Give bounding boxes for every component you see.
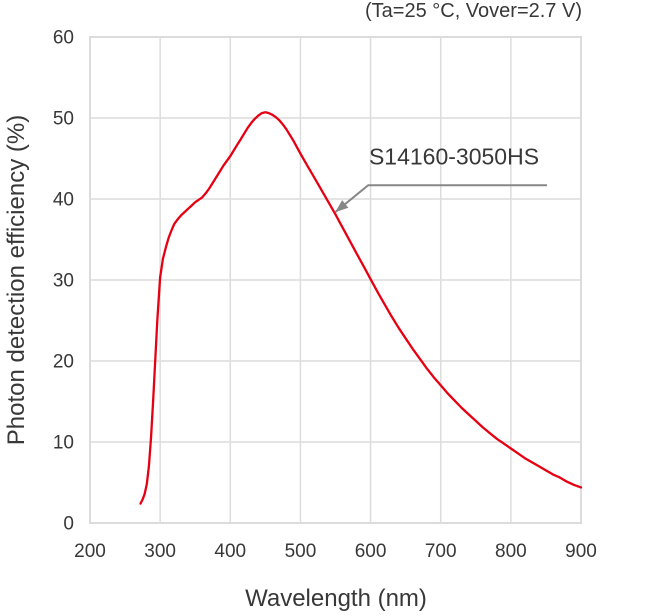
x-axis-title: Wavelength (nm) <box>245 585 427 612</box>
y-tick-label: 50 <box>53 109 74 130</box>
x-tick-label: 700 <box>425 541 457 562</box>
pde-curve <box>139 111 583 505</box>
x-tick-label: 300 <box>144 541 176 562</box>
series-label: S14160-3050HS <box>368 143 540 170</box>
y-tick-label: 40 <box>53 190 74 211</box>
y-tick-label: 30 <box>53 271 74 292</box>
y-tick-label: 10 <box>53 433 74 454</box>
arrow-head-icon <box>335 200 349 213</box>
y-axis-title: Photon detection efficiency (%) <box>3 114 30 446</box>
y-tick-label: 60 <box>53 28 74 49</box>
x-tick-label: 200 <box>74 541 106 562</box>
leader-line <box>334 184 547 213</box>
x-tick-label: 500 <box>285 541 317 562</box>
y-tick-label: 0 <box>63 514 74 535</box>
measurement-conditions-note: (Ta=25 °C, Vover=2.7 V) <box>364 0 582 22</box>
plot-border <box>89 36 582 524</box>
y-tick-label: 20 <box>53 352 74 373</box>
x-tick-label: 600 <box>355 541 387 562</box>
x-tick-label: 900 <box>565 541 597 562</box>
x-tick-label: 800 <box>495 541 527 562</box>
x-tick-label: 400 <box>214 541 246 562</box>
